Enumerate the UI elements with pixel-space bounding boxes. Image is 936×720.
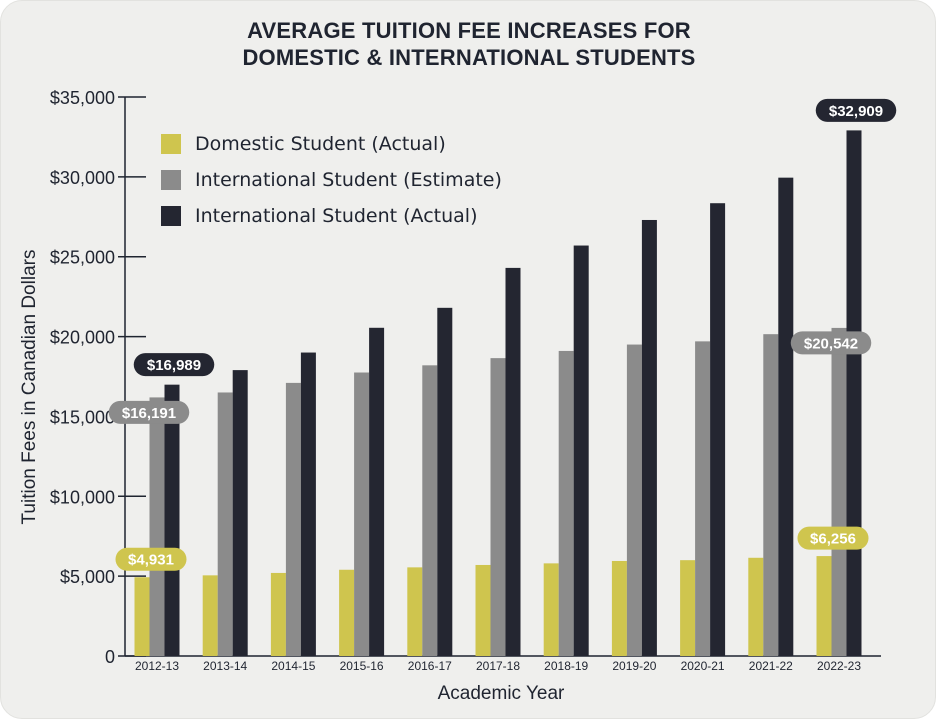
- x-tick-label: 2016-17: [408, 659, 452, 673]
- bar: [300, 352, 316, 656]
- data-label: $16,989: [133, 353, 215, 377]
- y-tick-label: 0: [105, 647, 115, 667]
- bar: [490, 358, 506, 656]
- bar: [626, 344, 642, 656]
- x-tick-label: 2020-21: [681, 659, 725, 673]
- bar: [846, 130, 862, 657]
- legend-swatch-international-actual: [161, 206, 181, 226]
- data-label-pill: [790, 331, 872, 355]
- bar: [475, 564, 491, 656]
- legend-item-international-estimate: International Student (Estimate): [161, 162, 502, 198]
- legend-item-international-actual: International Student (Actual): [161, 198, 502, 234]
- legend: Domestic Student (Actual) International …: [161, 126, 502, 234]
- bar: [134, 577, 150, 656]
- x-tick-label: 2013-14: [203, 659, 247, 673]
- data-label-pill: [815, 98, 897, 122]
- legend-label-international-actual: International Student (Actual): [195, 205, 478, 227]
- x-tick-label: 2022-23: [817, 659, 861, 673]
- bar: [778, 177, 794, 657]
- data-label: $32,909: [815, 98, 897, 122]
- bar: [369, 327, 385, 656]
- data-label: $6,256: [797, 526, 869, 550]
- legend-label-international-estimate: International Student (Estimate): [195, 169, 502, 191]
- data-label: $20,542: [790, 331, 872, 355]
- x-tick-label: 2019-20: [612, 659, 656, 673]
- x-tick-label: 2017-18: [476, 659, 520, 673]
- bar: [816, 556, 832, 656]
- data-label-text: $16,191: [122, 405, 176, 422]
- chart-title-line-1: AVERAGE TUITION FEE INCREASES FOR: [247, 18, 691, 43]
- bar: [354, 372, 370, 656]
- bar: [573, 245, 589, 656]
- x-tick-label: 2012-13: [135, 659, 179, 673]
- x-tick-label: 2021-22: [749, 659, 793, 673]
- y-tick-label: $5,000: [60, 567, 115, 587]
- chart-title: AVERAGE TUITION FEE INCREASES FOR DOMEST…: [1, 17, 936, 71]
- legend-label-domestic: Domestic Student (Actual): [195, 133, 446, 155]
- bar: [505, 267, 521, 656]
- bar: [763, 334, 779, 656]
- y-tick-label: $30,000: [50, 168, 115, 188]
- bar: [407, 567, 423, 656]
- data-labels: $4,931 $16,191 $16,989 $6,256 $20,542 $32,909: [108, 98, 897, 571]
- y-tick-label: $10,000: [50, 487, 115, 507]
- y-tick-label: $25,000: [50, 248, 115, 268]
- data-label-pill: [115, 547, 187, 571]
- y-tick-label: $35,000: [50, 88, 115, 108]
- y-axis-label: Tuition Fees in Canadian Dollars: [19, 250, 40, 525]
- data-label-text: $4,931: [128, 552, 174, 569]
- bar: [680, 560, 696, 656]
- bar: [339, 569, 355, 656]
- data-label-text: $32,909: [829, 103, 883, 120]
- bar: [149, 397, 165, 656]
- bar: [217, 392, 233, 656]
- bar: [543, 563, 559, 656]
- data-label-text: $20,542: [804, 335, 858, 352]
- bar: [422, 365, 438, 656]
- data-label-pill: [133, 353, 215, 377]
- bar: [611, 560, 627, 656]
- bar: [232, 370, 248, 656]
- bar: [437, 307, 453, 656]
- x-tick-label: 2018-19: [544, 659, 588, 673]
- legend-item-domestic: Domestic Student (Actual): [161, 126, 502, 162]
- bars: [134, 130, 862, 657]
- x-axis-label: Academic Year: [438, 683, 565, 704]
- data-label-pill: [108, 400, 190, 424]
- data-label-text: $16,989: [147, 357, 201, 374]
- axes: 0 $5,000 $10,000 $15,000 $20,000 $25,000 $30,0…: [50, 88, 881, 673]
- bar: [285, 382, 301, 656]
- bar: [748, 557, 764, 656]
- data-label-pill: [797, 526, 869, 550]
- data-label: $4,931: [115, 547, 187, 571]
- legend-swatch-domestic: [161, 134, 181, 154]
- bar: [695, 341, 711, 656]
- bar: [710, 203, 726, 656]
- chart-title-line-2: DOMESTIC & INTERNATIONAL STUDENTS: [242, 45, 696, 70]
- x-tick-label: 2015-16: [340, 659, 384, 673]
- y-tick-label: $20,000: [50, 328, 115, 348]
- bar: [641, 219, 657, 657]
- data-label: $16,191: [108, 400, 190, 424]
- x-tick-label: 2014-15: [271, 659, 315, 673]
- legend-swatch-international-estimate: [161, 170, 181, 190]
- bar: [164, 384, 180, 656]
- data-label-text: $6,256: [810, 531, 856, 548]
- bar: [558, 350, 574, 656]
- y-tick-label: $15,000: [50, 407, 115, 427]
- bar: [270, 572, 286, 656]
- bar: [831, 327, 847, 656]
- bar: [202, 575, 218, 656]
